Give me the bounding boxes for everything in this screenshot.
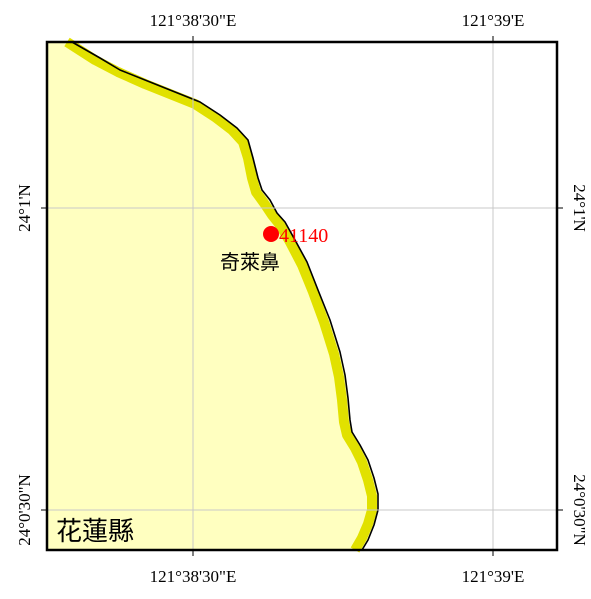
station-marker [263, 226, 279, 242]
bottom-label-39: 121°39'E [462, 567, 525, 586]
place-name-label: 奇萊鼻 [220, 250, 280, 274]
tick-marks [41, 36, 563, 556]
left-label-24-0-30: 24°0'30"N [15, 474, 34, 546]
top-label-38-30: 121°38'30"E [150, 11, 237, 30]
map-frame [45, 40, 559, 552]
coastline [71, 41, 379, 551]
bottom-label-38-30: 121°38'30"E [150, 567, 237, 586]
left-label-24-1: 24°1'N [15, 184, 34, 232]
right-label-24-1: 24°1'N [570, 184, 589, 232]
station-id-label: 41140 [279, 225, 328, 247]
coast-band [64, 37, 377, 553]
top-label-39: 121°39'E [462, 11, 525, 30]
county-name-label: 花蓮縣 [56, 517, 134, 547]
right-label-24-0-30: 24°0'30"N [570, 474, 589, 546]
land-area [47, 42, 378, 550]
